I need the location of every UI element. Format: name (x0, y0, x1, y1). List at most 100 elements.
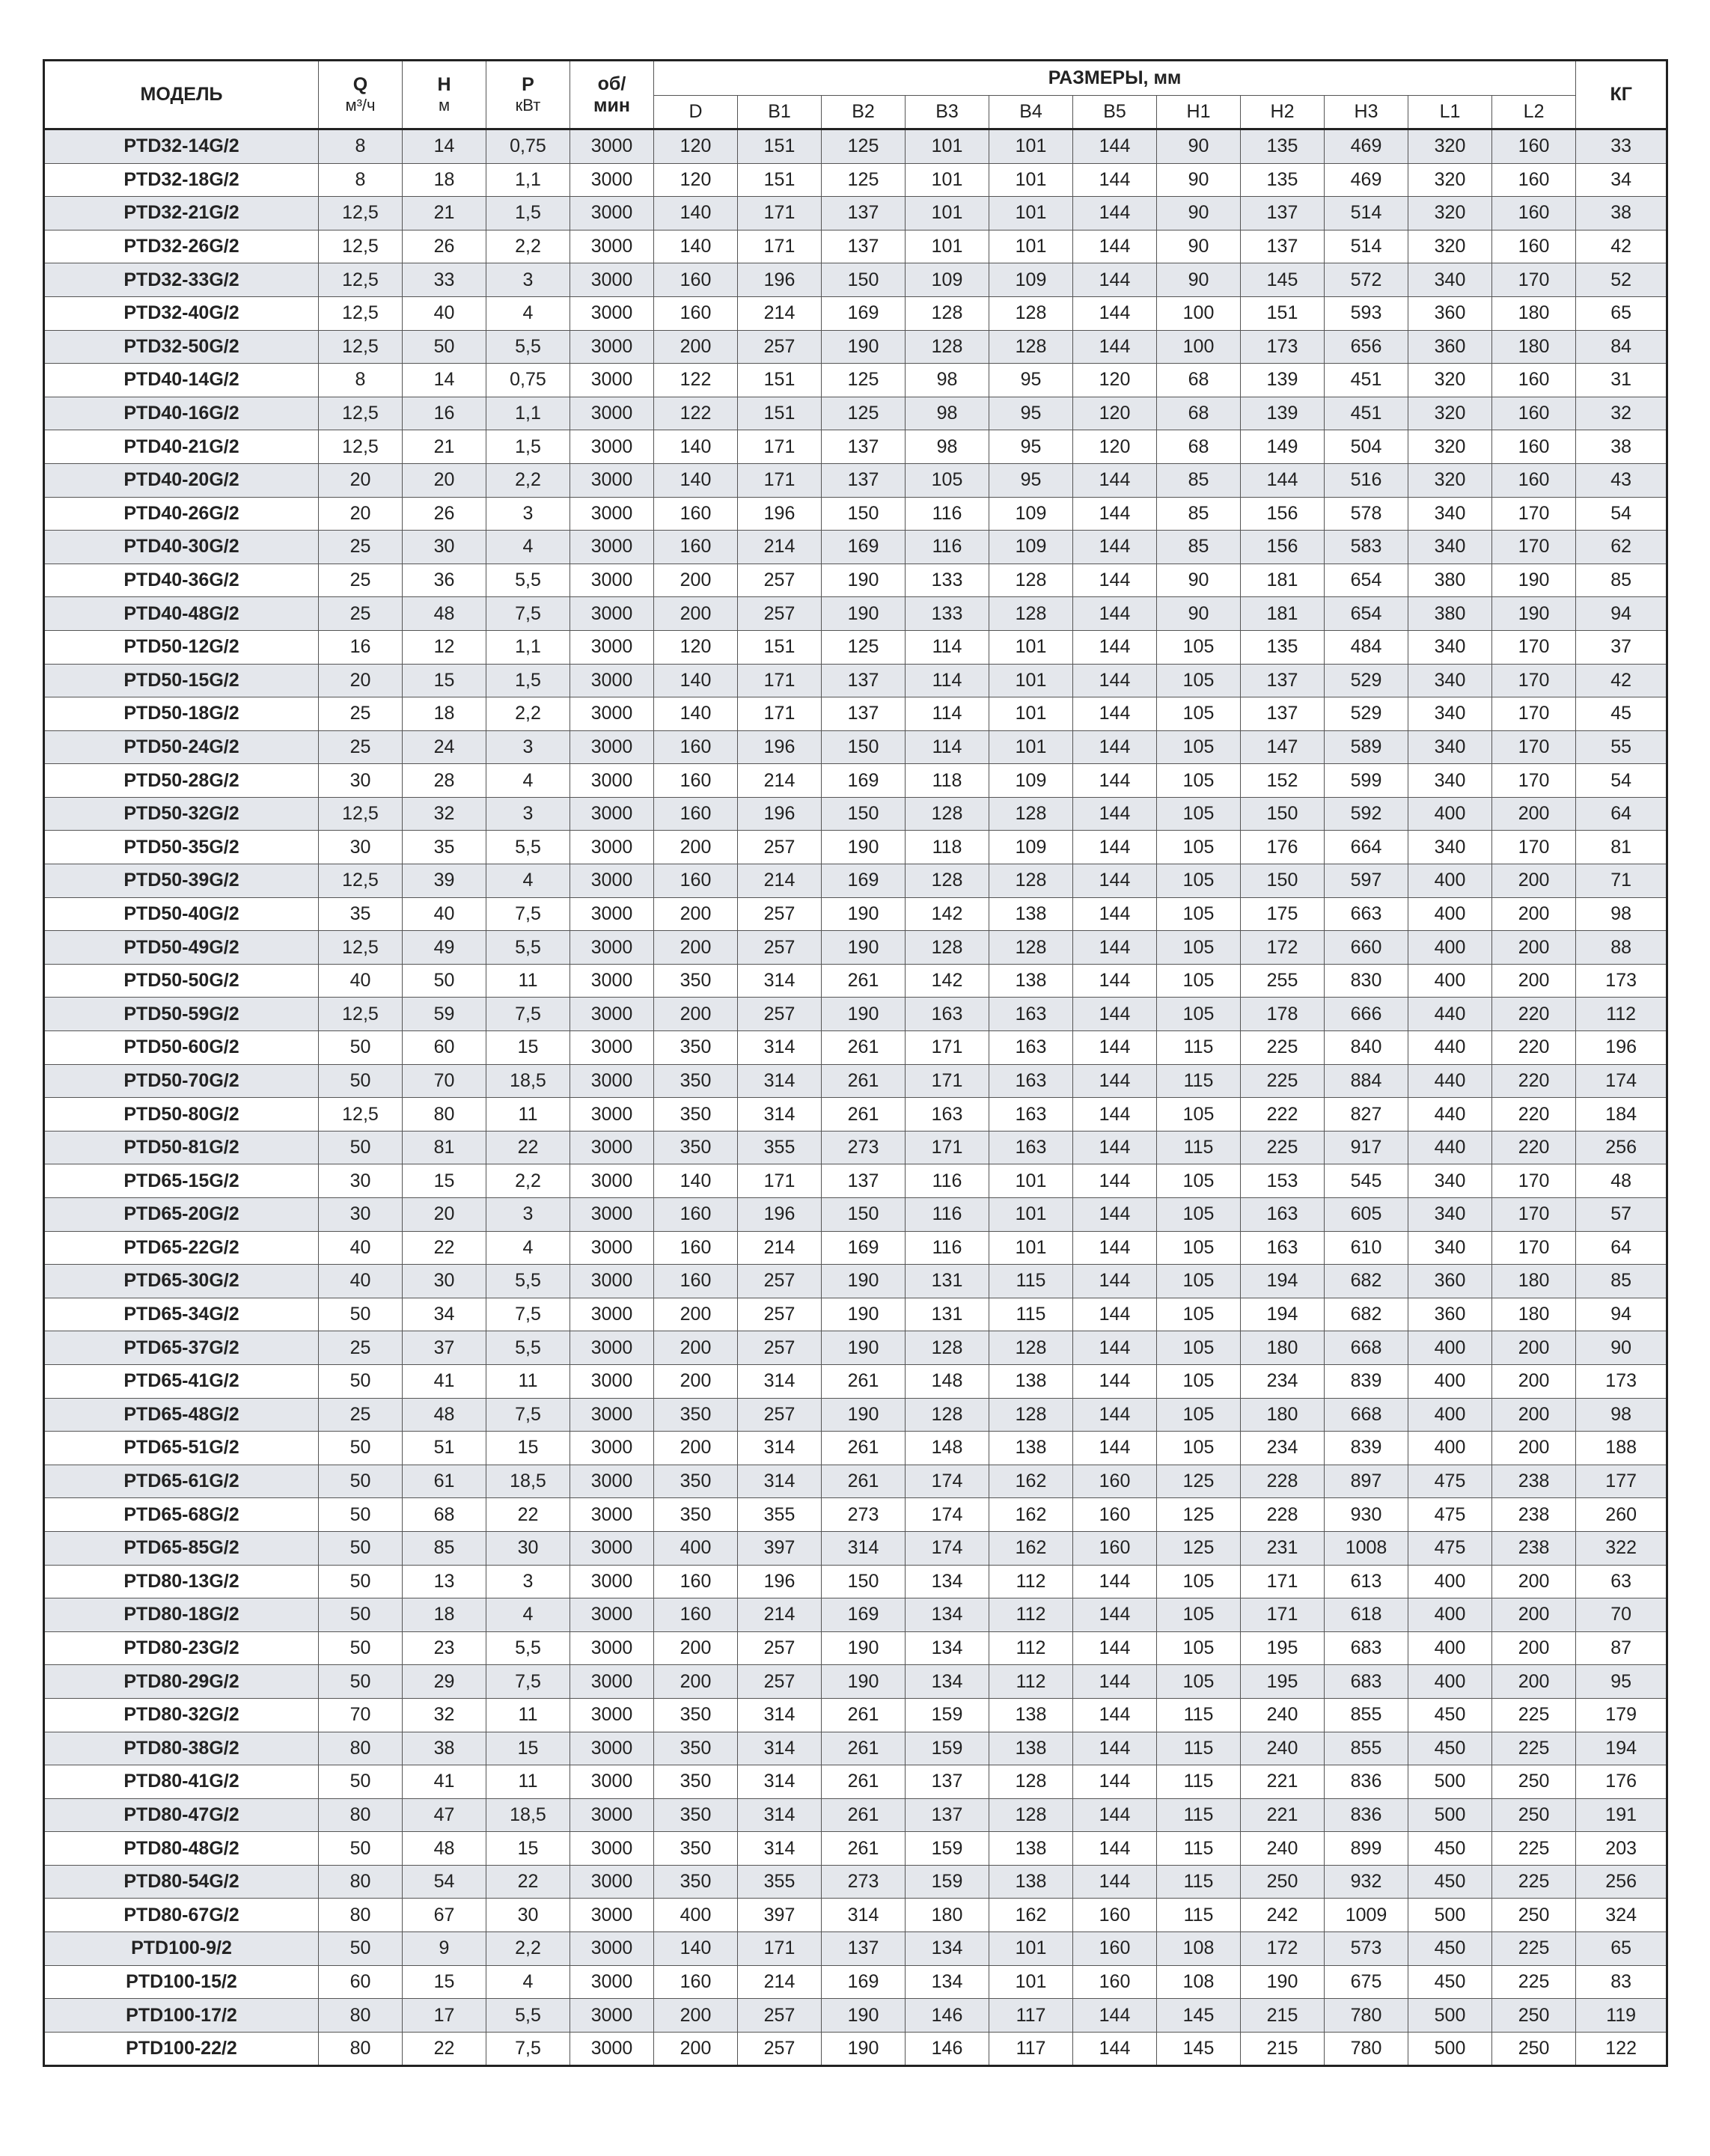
model-cell: PTD32-40G/2 (43, 296, 319, 331)
value-cell: 150 (821, 1564, 906, 1599)
value-cell: 196 (737, 1564, 822, 1599)
value-cell: 163 (989, 1130, 1073, 1165)
value-cell: 138 (989, 1697, 1073, 1732)
value-cell: 148 (905, 1431, 989, 1465)
value-cell: 54 (402, 1864, 486, 1899)
value-cell: 592 (1324, 796, 1408, 831)
value-cell: 172 (1240, 930, 1325, 965)
value-cell: 117 (989, 1998, 1073, 2033)
value-cell: 179 (1575, 1697, 1668, 1732)
value-cell: 146 (905, 1998, 989, 2033)
value-cell: 50 (318, 1297, 403, 1332)
value-cell: 5,5 (486, 329, 570, 364)
value-cell: 128 (905, 1331, 989, 1365)
value-cell: 118 (905, 763, 989, 798)
value-cell: 140 (653, 430, 738, 464)
value-cell: 160 (1491, 196, 1577, 230)
value-cell: 250 (1491, 1765, 1577, 1799)
value-cell: 322 (1575, 1530, 1668, 1566)
value-cell: 613 (1324, 1564, 1408, 1599)
value-cell: 50 (318, 1631, 403, 1666)
value-cell: 50 (318, 1598, 403, 1632)
value-cell: 917 (1324, 1130, 1408, 1165)
value-cell: 39 (402, 864, 486, 898)
value-cell: 138 (989, 1731, 1073, 1766)
value-cell: 240 (1240, 1731, 1325, 1766)
value-cell: 261 (821, 1765, 906, 1799)
value-cell: 50 (318, 1063, 403, 1099)
value-cell: 137 (905, 1798, 989, 1833)
value-cell: 101 (905, 162, 989, 198)
value-cell: 11 (486, 963, 570, 998)
value-cell: 897 (1324, 1464, 1408, 1499)
value-cell: 160 (1491, 462, 1577, 498)
value-cell: 137 (1240, 663, 1325, 698)
value-cell: 605 (1324, 1197, 1408, 1232)
value-cell: 160 (653, 1264, 738, 1298)
value-cell: 32 (402, 1697, 486, 1732)
value-cell: 200 (1491, 930, 1577, 965)
value-cell: 314 (737, 1798, 822, 1833)
value-cell: 240 (1240, 1831, 1325, 1866)
value-cell: 11 (486, 1765, 570, 1799)
value-cell: 80 (318, 1798, 403, 1833)
value-cell: 144 (1072, 864, 1157, 898)
value-cell: 64 (1575, 796, 1668, 831)
value-cell: 50 (318, 1030, 403, 1065)
value-cell: 350 (653, 1497, 738, 1532)
value-cell: 190 (821, 563, 906, 598)
header-text: мин (593, 94, 630, 116)
value-cell: 3000 (570, 1431, 654, 1465)
value-cell: 144 (1072, 1063, 1157, 1099)
value-cell: 40 (318, 1264, 403, 1298)
model-cell: PTD40-21G/2 (43, 430, 319, 464)
value-cell: 240 (1240, 1697, 1325, 1732)
value-cell: 194 (1240, 1297, 1325, 1332)
value-cell: 22 (486, 1130, 570, 1165)
model-cell: PTD65-30G/2 (43, 1264, 319, 1298)
value-cell: 50 (318, 1765, 403, 1799)
value-cell: 137 (821, 1164, 906, 1198)
value-cell: 30 (318, 763, 403, 798)
value-cell: 5,5 (486, 1631, 570, 1666)
value-cell: 3000 (570, 1831, 654, 1866)
value-cell: 514 (1324, 229, 1408, 264)
value-cell: 350 (653, 1765, 738, 1799)
value-cell: 85 (1156, 530, 1241, 564)
model-cell: PTD65-41G/2 (43, 1363, 319, 1399)
value-cell: 215 (1240, 1998, 1325, 2033)
value-cell: 257 (737, 1631, 822, 1666)
value-cell: 3000 (570, 496, 654, 531)
value-cell: 144 (1072, 663, 1157, 698)
value-cell: 314 (821, 1898, 906, 1933)
value-cell: 225 (1491, 1964, 1577, 2000)
value-cell: 101 (905, 129, 989, 164)
header-cell: B3 (905, 95, 989, 129)
model-cell: PTD100-17/2 (43, 1998, 319, 2033)
value-cell: 350 (653, 1464, 738, 1499)
value-cell: 160 (1072, 1964, 1157, 2000)
value-cell: 138 (989, 1363, 1073, 1399)
value-cell: 320 (1408, 229, 1492, 264)
value-cell: 105 (1156, 663, 1241, 698)
value-cell: 50 (402, 329, 486, 364)
value-cell: 144 (1072, 1297, 1157, 1332)
value-cell: 128 (905, 296, 989, 331)
value-cell: 257 (737, 830, 822, 865)
model-cell: PTD65-20G/2 (43, 1197, 319, 1232)
value-cell: 112 (989, 1631, 1073, 1666)
value-cell: 120 (653, 162, 738, 198)
value-cell: 50 (318, 1130, 403, 1165)
value-cell: 400 (1408, 864, 1492, 898)
value-cell: 3 (486, 263, 570, 297)
value-cell: 25 (318, 596, 403, 631)
value-cell: 62 (1575, 530, 1668, 564)
value-cell: 34 (1575, 162, 1668, 198)
value-cell: 450 (1408, 1964, 1492, 2000)
value-cell: 50 (402, 963, 486, 998)
value-cell: 52 (1575, 263, 1668, 297)
value-cell: 85 (1156, 462, 1241, 498)
model-cell: PTD40-48G/2 (43, 596, 319, 631)
value-cell: 380 (1408, 596, 1492, 631)
value-cell: 163 (989, 997, 1073, 1032)
